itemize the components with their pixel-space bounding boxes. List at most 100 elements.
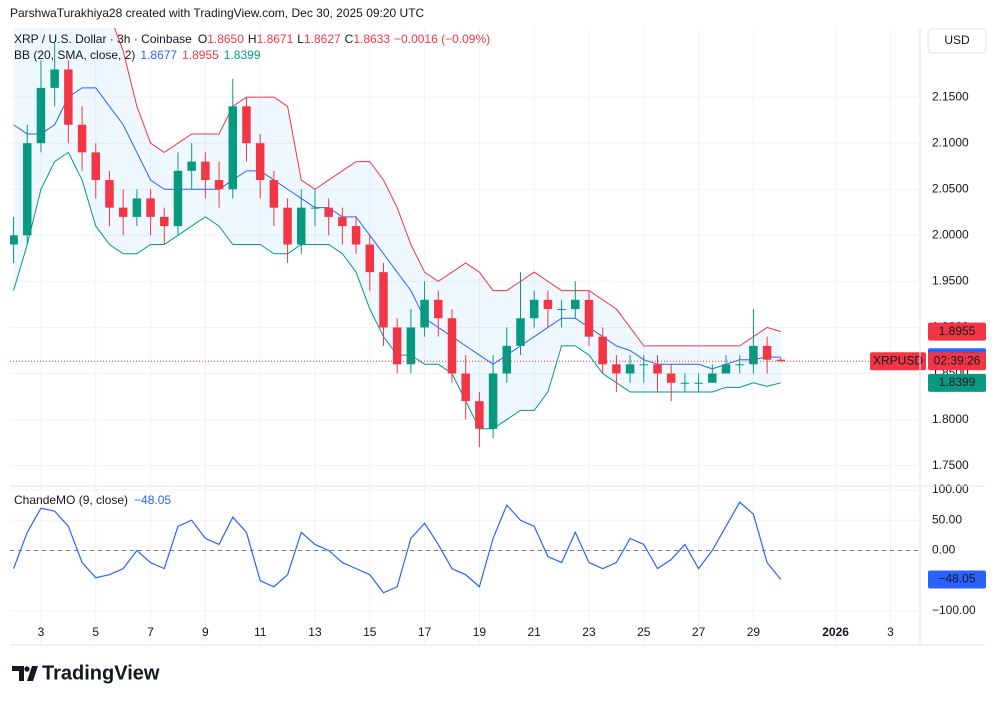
candle-body <box>529 299 539 319</box>
candle-body <box>118 207 128 217</box>
cmo-line <box>13 501 782 594</box>
change: −0.0016 (−0.09%) <box>394 32 490 46</box>
candle-body <box>77 124 87 153</box>
cmo-pane <box>10 501 920 594</box>
indicator-value: 1.8955 <box>182 48 219 62</box>
candle-body <box>283 207 292 245</box>
currency[interactable]: USD <box>944 33 970 47</box>
candle-body <box>146 198 155 217</box>
candle-body <box>475 401 484 429</box>
y-tick-label: 1.8000 <box>932 412 969 426</box>
candle-body <box>694 382 703 384</box>
candle-body <box>242 106 251 144</box>
x-tick-label: 5 <box>92 625 99 639</box>
candle-body <box>392 327 402 365</box>
y-tick-label: 2.0500 <box>932 181 969 195</box>
candle-body <box>461 373 470 402</box>
candle-body <box>64 69 73 125</box>
candle-body <box>708 373 717 383</box>
candle-body <box>10 235 18 245</box>
candle-body <box>653 364 662 374</box>
candle-body <box>365 244 375 273</box>
candle-body <box>269 180 279 208</box>
x-tick-label: 7 <box>147 625 154 639</box>
x-tick-label: 27 <box>692 625 706 639</box>
y-tick-label: −100.00 <box>932 603 976 617</box>
currency-button[interactable] <box>927 28 987 54</box>
x-tick-label: 13 <box>308 625 322 639</box>
logo-mark <box>12 666 38 681</box>
y-tick-label: 1.9500 <box>932 274 969 288</box>
candle-body <box>297 207 306 245</box>
y-tick-label: 100.00 <box>932 482 969 496</box>
ohlc-label: O <box>198 32 207 46</box>
cmo-badge <box>928 570 986 589</box>
candle-body <box>735 364 744 366</box>
ohlc-label: L <box>297 32 304 46</box>
candle-body <box>680 382 690 384</box>
indicator-label: BB (20, SMA, close, 2) <box>14 48 135 62</box>
band-line <box>13 87 781 370</box>
candle-body <box>502 345 512 374</box>
candle-body <box>434 299 443 319</box>
symbol-badge <box>870 352 926 371</box>
candle-body <box>420 299 429 328</box>
y-tick-label: 2.1000 <box>932 135 969 149</box>
y-tick-label: 2.1500 <box>932 89 969 103</box>
candle-body <box>721 364 731 374</box>
candle-body <box>214 180 224 190</box>
ohlc-label: C <box>345 32 354 46</box>
attribution: ParshwaTurakhiya28 created with TradingV… <box>10 6 425 20</box>
x-tick-label: 9 <box>202 625 209 639</box>
candle-body <box>228 106 238 190</box>
countdown: 02:39:26 <box>934 353 981 367</box>
candle-body <box>132 198 142 217</box>
cmo-title: ChandeMO (9, close) <box>14 493 128 507</box>
candle-body <box>516 318 525 346</box>
candle-body <box>488 373 498 429</box>
candle-body <box>406 327 416 365</box>
candle-body <box>50 69 59 88</box>
countdown-badge <box>928 352 986 371</box>
candle-body <box>36 87 46 144</box>
x-tick-label: 2026 <box>822 625 849 639</box>
candle-body <box>255 143 265 181</box>
cmo-legend: ChandeMO (9, close) −48.05 <box>14 493 171 507</box>
x-tick-label: 15 <box>363 625 377 639</box>
x-tick-label: 3 <box>887 625 894 639</box>
overlay: 3 5 7 9 11 13 15 17 19 21 23 25 27 29 2026 3 1.7500 1.800… <box>14 32 986 639</box>
y-tick-label: 2.0000 <box>932 227 969 241</box>
candle-body <box>776 359 786 362</box>
x-tick-label: 17 <box>418 625 432 639</box>
candle-body <box>91 152 101 181</box>
price-pane <box>10 28 920 448</box>
price-badge-label: 1.8399 <box>939 375 976 389</box>
candle-body <box>379 272 388 328</box>
candle-body <box>310 207 320 209</box>
candle-body <box>598 336 607 365</box>
candle-body <box>324 207 333 217</box>
price-badge <box>928 373 986 392</box>
candle-body <box>639 364 649 366</box>
candle-body <box>625 364 635 374</box>
cmo-badge-label: −48.05 <box>938 572 975 586</box>
candle-body <box>160 216 169 227</box>
candle-body <box>351 226 361 245</box>
ohlc-value: 1.8633 <box>353 32 390 46</box>
x-tick-label: 3 <box>38 625 45 639</box>
candle-body <box>543 299 553 310</box>
x-tick-label: 21 <box>528 625 542 639</box>
legend: XRP / U.S. Dollar · 3h · Coinbase O1.8650… <box>14 32 490 46</box>
candle-body <box>447 318 457 374</box>
candle-body <box>338 216 347 227</box>
candle-body <box>23 143 32 236</box>
price-badge <box>928 322 986 341</box>
ohlc-label: H <box>248 32 257 46</box>
candle-body <box>201 161 210 181</box>
ohlc-value: 1.8671 <box>257 32 294 46</box>
price-badge-label: 1.8955 <box>939 324 976 338</box>
ohlc-value: 1.8627 <box>304 32 341 46</box>
candle-body <box>557 309 566 311</box>
